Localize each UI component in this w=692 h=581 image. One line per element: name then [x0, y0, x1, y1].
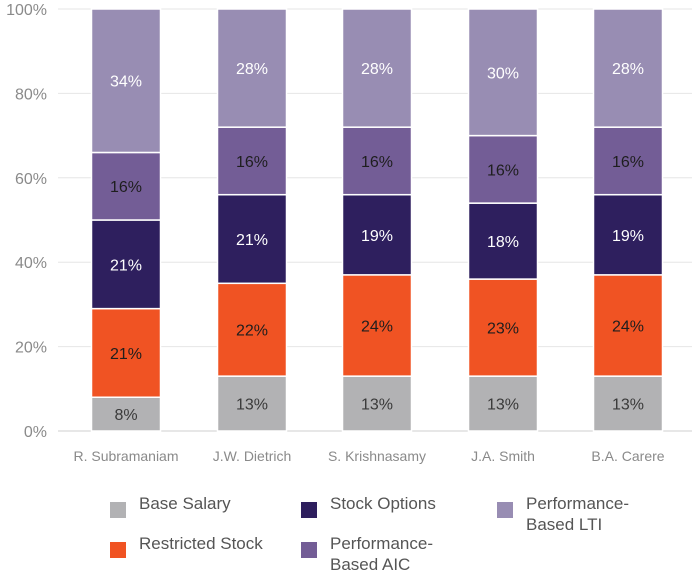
x-tick-label: B.A. Carere — [591, 448, 664, 464]
data-label: 30% — [487, 65, 519, 82]
data-label: 13% — [487, 397, 519, 414]
data-label: 23% — [487, 321, 519, 338]
bars: 8% 21% 21% 16% 34% 13% 22% 21% 16% 28% 13% 24% 19% 16… — [92, 9, 663, 431]
legend-label-performance-based-lti-line2: Based LTI — [526, 515, 602, 534]
data-label: 18% — [487, 234, 519, 251]
legend-label-performance-based-aic-line1: Performance- — [330, 534, 433, 553]
data-label: 28% — [236, 61, 268, 78]
data-label: 13% — [236, 397, 268, 414]
y-tick-label: 20% — [15, 340, 47, 357]
y-tick-label: 60% — [15, 171, 47, 188]
data-label: 28% — [361, 61, 393, 78]
legend-item-base-salary: Base Salary — [110, 493, 289, 518]
x-tick-label: J.A. Smith — [471, 448, 535, 464]
y-tick-label: 40% — [15, 255, 47, 272]
legend-item-stock-options: Stock Options — [301, 493, 480, 518]
legend-swatch-stock-options — [301, 502, 317, 518]
legend: Base Salary Stock Options Performance- B… — [0, 488, 692, 581]
data-label: 28% — [612, 61, 644, 78]
data-label: 21% — [110, 346, 142, 363]
legend-swatch-restricted-stock — [110, 542, 126, 558]
data-label: 19% — [612, 228, 644, 245]
legend-label-restricted-stock: Restricted Stock — [139, 534, 263, 553]
y-axis: 0% 20% 40% 60% 80% 100% — [6, 2, 47, 441]
data-label: 13% — [612, 397, 644, 414]
data-label: 16% — [612, 154, 644, 171]
legend-swatch-base-salary — [110, 502, 126, 518]
data-label: 16% — [487, 162, 519, 179]
legend-label-performance-based-aic-line2: Based AIC — [330, 555, 410, 574]
data-label: 8% — [114, 407, 137, 424]
legend-item-performance-based-aic: Performance- Based AIC — [301, 533, 480, 575]
x-tick-label: J.W. Dietrich — [213, 448, 292, 464]
x-tick-label: S. Krishnasamy — [328, 448, 426, 464]
data-label: 22% — [236, 323, 268, 340]
data-label: 24% — [612, 319, 644, 336]
legend-swatch-performance-based-lti — [497, 502, 513, 518]
data-label: 24% — [361, 319, 393, 336]
legend-item-restricted-stock: Restricted Stock — [110, 533, 289, 558]
data-label: 19% — [361, 228, 393, 245]
legend-label-performance-based-lti-line1: Performance- — [526, 494, 629, 513]
data-label: 21% — [110, 257, 142, 274]
y-tick-label: 0% — [24, 424, 47, 441]
legend-swatch-performance-based-aic — [301, 542, 317, 558]
y-tick-label: 80% — [15, 86, 47, 103]
data-label: 16% — [110, 179, 142, 196]
x-tick-label: R. Subramaniam — [73, 448, 178, 464]
data-label: 21% — [236, 232, 268, 249]
data-label: 34% — [110, 74, 142, 91]
data-label: 16% — [236, 154, 268, 171]
y-tick-label: 100% — [6, 2, 47, 19]
legend-item-performance-based-lti: Performance- Based LTI — [497, 493, 676, 535]
data-label: 16% — [361, 154, 393, 171]
legend-label-base-salary: Base Salary — [139, 494, 231, 513]
stacked-bar-chart: 0% 20% 40% 60% 80% 100% 8% 21% 21% 16% 34% 13% 22% 2… — [0, 0, 692, 488]
legend-label-stock-options: Stock Options — [330, 494, 436, 513]
data-label: 13% — [361, 397, 393, 414]
x-axis: R. Subramaniam J.W. Dietrich S. Krishnasam… — [73, 448, 664, 464]
